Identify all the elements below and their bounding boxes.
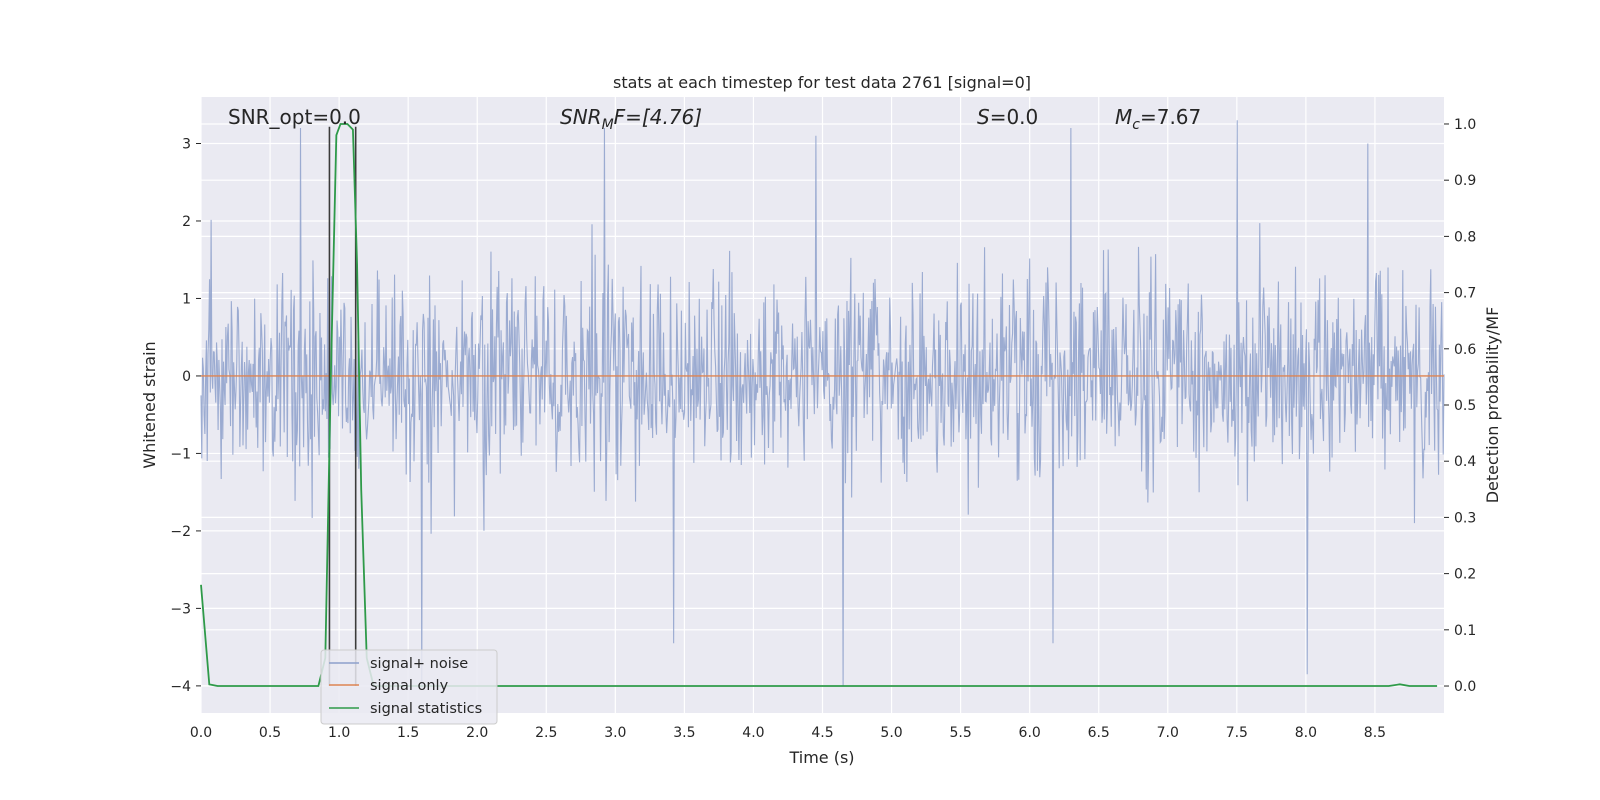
y-right-tick-label: 0.8 xyxy=(1454,229,1476,245)
y-right-tick-labels: 0.0 0.1 0.2 0.3 0.4 0.5 0.6 0.7 0.8 0.9 1.0 xyxy=(1444,117,1476,695)
s-rest: =0.0 xyxy=(990,105,1039,129)
mc-subscript: c xyxy=(1132,117,1140,133)
x-tick-label: 8.0 xyxy=(1295,725,1317,741)
x-tick-label: 5.5 xyxy=(949,725,971,741)
series-signal-noise xyxy=(200,120,1445,686)
y-right-tick-label: 0.7 xyxy=(1454,286,1476,302)
y-left-tick-label: 0 xyxy=(182,369,191,385)
x-tick-label: 1.0 xyxy=(328,725,350,741)
line-signal-noise xyxy=(200,120,1445,686)
x-tick-labels: 0.0 0.5 1.0 1.5 2.0 2.5 3.0 3.5 4.0 4.5 5.0 5.5 6.0 6… xyxy=(190,725,1386,741)
x-tick-label: 6.0 xyxy=(1019,725,1041,741)
legend-label-signal: signal only xyxy=(370,678,449,694)
annotation-snr-opt: SNR_opt=0.0 xyxy=(228,105,361,129)
x-tick-label: 2.5 xyxy=(535,725,557,741)
annotation-s: S=0.0 xyxy=(977,105,1038,129)
y-left-tick-labels: −4 −3 −2 −1 0 1 2 3 xyxy=(170,136,201,695)
y-right-axis-label: Detection probability/MF xyxy=(1483,307,1502,504)
series-signal-statistics xyxy=(200,123,1438,687)
y-right-tick-label: 0.3 xyxy=(1454,510,1476,526)
y-right-tick-label: 0.0 xyxy=(1454,679,1476,695)
x-tick-label: 1.5 xyxy=(397,725,419,741)
x-tick-label: 8.5 xyxy=(1364,725,1386,741)
y-right-tick-label: 0.5 xyxy=(1454,398,1476,414)
snr-mf-subscript: M xyxy=(602,117,614,133)
annotation-snr-mf: SNRMF=[4.76] xyxy=(560,105,702,133)
x-tick-label: 7.0 xyxy=(1157,725,1179,741)
x-tick-label: 4.5 xyxy=(811,725,833,741)
y-right-tick-label: 0.6 xyxy=(1454,342,1476,358)
y-right-tick-label: 0.4 xyxy=(1454,454,1476,470)
y-left-tick-label: −1 xyxy=(170,446,191,462)
snr-mf-main: SNR xyxy=(560,105,602,129)
y-right-tick-label: 0.1 xyxy=(1454,623,1476,639)
y-right-tick-label: 1.0 xyxy=(1454,117,1476,133)
legend-box xyxy=(320,649,498,725)
y-right-tick-label: 0.9 xyxy=(1454,173,1476,189)
y-left-tick-label: −3 xyxy=(170,601,191,617)
legend-label-statistics: signal statistics xyxy=(370,701,482,717)
y-left-axis-label: Whitened strain xyxy=(140,341,159,468)
y-left-tick-label: 1 xyxy=(182,291,191,307)
x-axis-label: Time (s) xyxy=(788,748,854,767)
x-tick-label: 3.5 xyxy=(673,725,695,741)
y-left-tick-label: 2 xyxy=(182,214,191,230)
chart-title: stats at each timestep for test data 276… xyxy=(613,73,1031,92)
x-tick-label: 2.0 xyxy=(466,725,488,741)
s-main: S xyxy=(977,105,990,129)
x-tick-label: 7.5 xyxy=(1226,725,1248,741)
annotation-mc: Mc=7.67 xyxy=(1115,105,1201,133)
y-left-tick-label: −4 xyxy=(170,679,191,695)
x-tick-label: 6.5 xyxy=(1088,725,1110,741)
x-tick-label: 5.0 xyxy=(880,725,902,741)
x-tick-label: 4.0 xyxy=(742,725,764,741)
snr-mf-rest: F=[4.76] xyxy=(614,105,702,129)
legend-label-noise: signal+ noise xyxy=(370,656,468,672)
legend: signal+ noise signal only signal statist… xyxy=(320,649,498,725)
line-signal-statistics xyxy=(200,123,1438,687)
y-right-tick-label: 0.2 xyxy=(1454,567,1476,583)
x-tick-label: 3.0 xyxy=(604,725,626,741)
mc-main: M xyxy=(1115,105,1132,129)
y-left-tick-label: 3 xyxy=(182,136,191,152)
y-left-tick-label: −2 xyxy=(170,524,191,540)
x-tick-label: 0.5 xyxy=(259,725,281,741)
mc-rest: =7.67 xyxy=(1140,105,1201,129)
x-tick-label: 0.0 xyxy=(190,725,212,741)
